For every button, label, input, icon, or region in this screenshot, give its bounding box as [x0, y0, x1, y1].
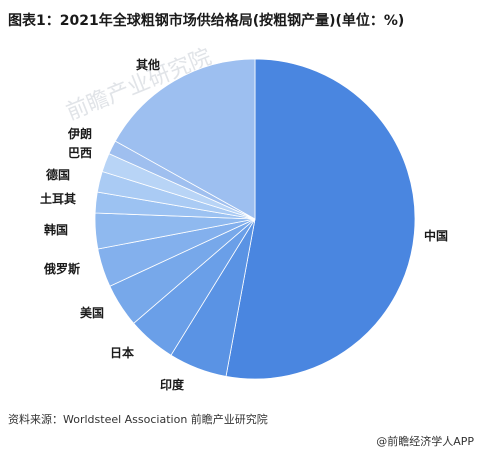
- pie-label-7: 土耳其: [40, 191, 76, 206]
- pie-label-4: 美国: [80, 305, 104, 320]
- pie-label-1: 中国: [424, 228, 448, 243]
- pie-label-11: 其他: [136, 57, 160, 72]
- source-note: 资料来源：Worldsteel Association 前瞻产业研究院: [8, 413, 268, 426]
- footer-credit: @前瞻经济学人APP: [376, 433, 474, 449]
- footer-app-label: @前瞻经济学人APP: [376, 435, 474, 448]
- pie-slices: [94, 58, 416, 380]
- pie-label-3: 日本: [110, 345, 134, 360]
- pie-label-2: 印度: [160, 377, 185, 392]
- chart-title: 图表1：2021年全球粗钢市场供给格局(按粗钢产量)(单位：%): [8, 13, 405, 29]
- pie-label-9: 巴西: [68, 146, 92, 160]
- pie-label-6: 韩国: [44, 222, 68, 237]
- pie-slice-11: [114, 58, 256, 220]
- pie-label-10: 伊朗: [67, 126, 92, 141]
- pie-slice-1: [225, 58, 416, 380]
- pie-label-8: 德国: [46, 167, 70, 182]
- pie-label-5: 俄罗斯: [43, 261, 80, 276]
